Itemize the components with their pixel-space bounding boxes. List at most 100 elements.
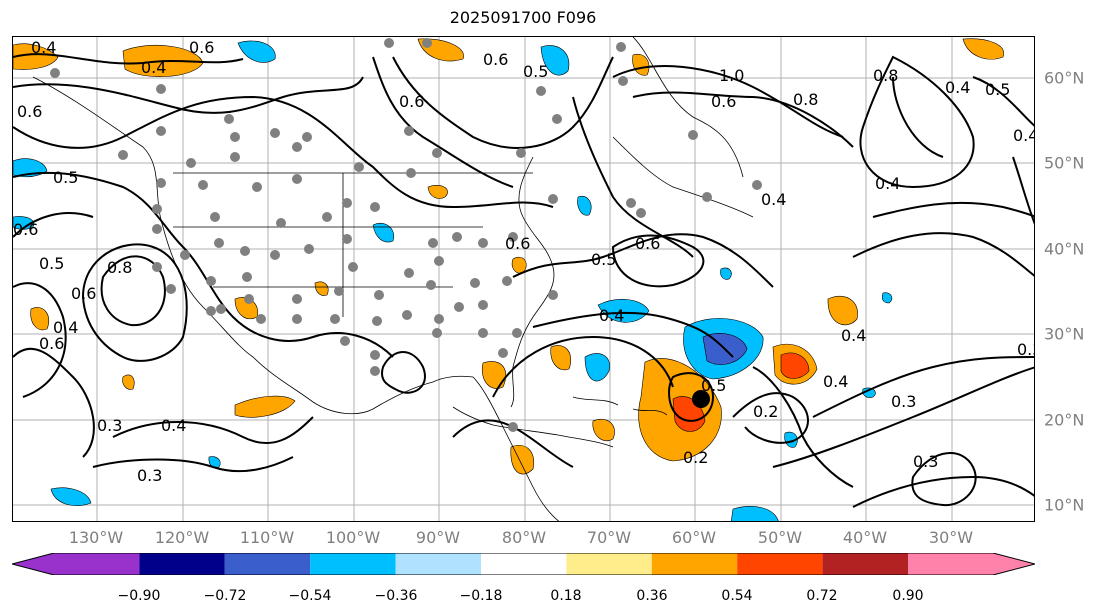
colorbar-tick-label: −0.72 [203,588,247,604]
positive-patch [827,295,858,326]
contour-label: 0.5 [39,254,64,273]
negative-patch [577,195,592,216]
station-dot [152,224,162,234]
station-dot [402,310,412,320]
station-dot [322,212,332,222]
contour-label: 0.4 [161,416,186,435]
station-dot [292,142,302,152]
lon-label: 50°W [757,528,803,547]
lon-label: 110°W [239,528,295,547]
station-dot [292,314,302,324]
contour-label: 0.6 [189,38,214,57]
station-dot [230,132,240,142]
positive-patch [550,345,571,371]
colorbar-segment [395,553,481,575]
colorbar-tick-label: −0.36 [374,588,418,604]
station-dot [370,202,380,212]
positive-patch [234,395,296,418]
station-dot [406,168,416,178]
negative-patch [208,456,221,468]
colorbar-segment [139,553,225,575]
station-dot [252,182,262,192]
station-dot [752,180,762,190]
contour-label: 1.0 [719,66,744,85]
station-dot [214,238,224,248]
colorbar-segment [908,553,993,575]
station-dot [256,314,266,324]
station-dot [552,114,562,124]
lon-label: 120°W [154,528,210,547]
station-dot [626,198,636,208]
lat-label: 50°N [1044,153,1085,173]
map-title: 2025091700 F096 [449,8,597,27]
negative-patch [784,431,798,448]
station-dot [304,244,314,254]
contour-label: 0.6 [399,92,424,111]
contours [13,53,1034,508]
positive-patch [30,307,50,331]
colorbar-segment [224,553,311,575]
lat-label: 60°N [1044,68,1085,88]
station-dot [548,194,558,204]
colorbar-tick-label: −0.90 [117,588,161,604]
station-dot [422,38,432,48]
anomaly-shading [13,38,1005,521]
negative-patch [50,487,92,506]
station-dot [292,294,302,304]
contour-label: 0.8 [107,258,132,277]
station-dot [152,204,162,214]
colorbar-segment [54,553,140,575]
station-dots [50,38,762,432]
contour-label: 0.6 [39,334,64,353]
station-dot [180,250,190,260]
contour-label: 0.6 [13,220,38,239]
station-dot [502,276,512,286]
station-dot [688,130,698,140]
contour-label: 0.3 [913,452,938,471]
station-dot [152,262,162,272]
station-dot [372,316,382,326]
station-dot [342,198,352,208]
station-dot [434,256,444,266]
contour-label: 0.6 [505,234,530,253]
station-dot [432,328,442,338]
station-dot [508,232,518,242]
station-dot [206,276,216,286]
colorbar-tick-label: −0.18 [459,588,503,604]
lat-label: 30°N [1044,324,1085,344]
station-dot [244,294,254,304]
contour-label: 0.5 [591,250,616,269]
strong-positive-patch [780,352,810,379]
positive-patch [13,43,59,70]
contour-label: 0.4 [599,306,624,325]
station-dot [428,238,438,248]
station-dot [230,152,240,162]
station-dot [498,348,508,358]
station-dot [354,162,364,172]
station-dot [432,148,442,158]
negative-patch [13,216,35,230]
colorbar-tick-label: 0.72 [806,588,838,604]
station-dot [370,350,380,360]
contour-label: 0.4 [1013,126,1035,145]
lon-label: 90°W [415,528,461,547]
colorbar-segment [566,553,652,575]
colorbar-tick-label: −0.54 [288,588,332,604]
contour-label: 0.8 [873,66,898,85]
station-dot [348,262,358,272]
colorbar-segment [651,553,738,575]
station-dot [270,250,280,260]
station-dot [478,238,488,248]
station-dot [270,128,280,138]
contour-label: 0.4 [875,174,900,193]
positive-patch [632,53,650,76]
contour-label: 0.5 [53,168,78,187]
contour-label: 0.3 [1017,340,1035,359]
negative-patch [720,267,732,280]
station-dot [478,300,488,310]
station-dot [370,366,380,376]
negative-patch [881,292,893,304]
station-dot [404,126,414,136]
positive-patch [962,38,1005,60]
contour-label: 0.2 [683,448,708,467]
